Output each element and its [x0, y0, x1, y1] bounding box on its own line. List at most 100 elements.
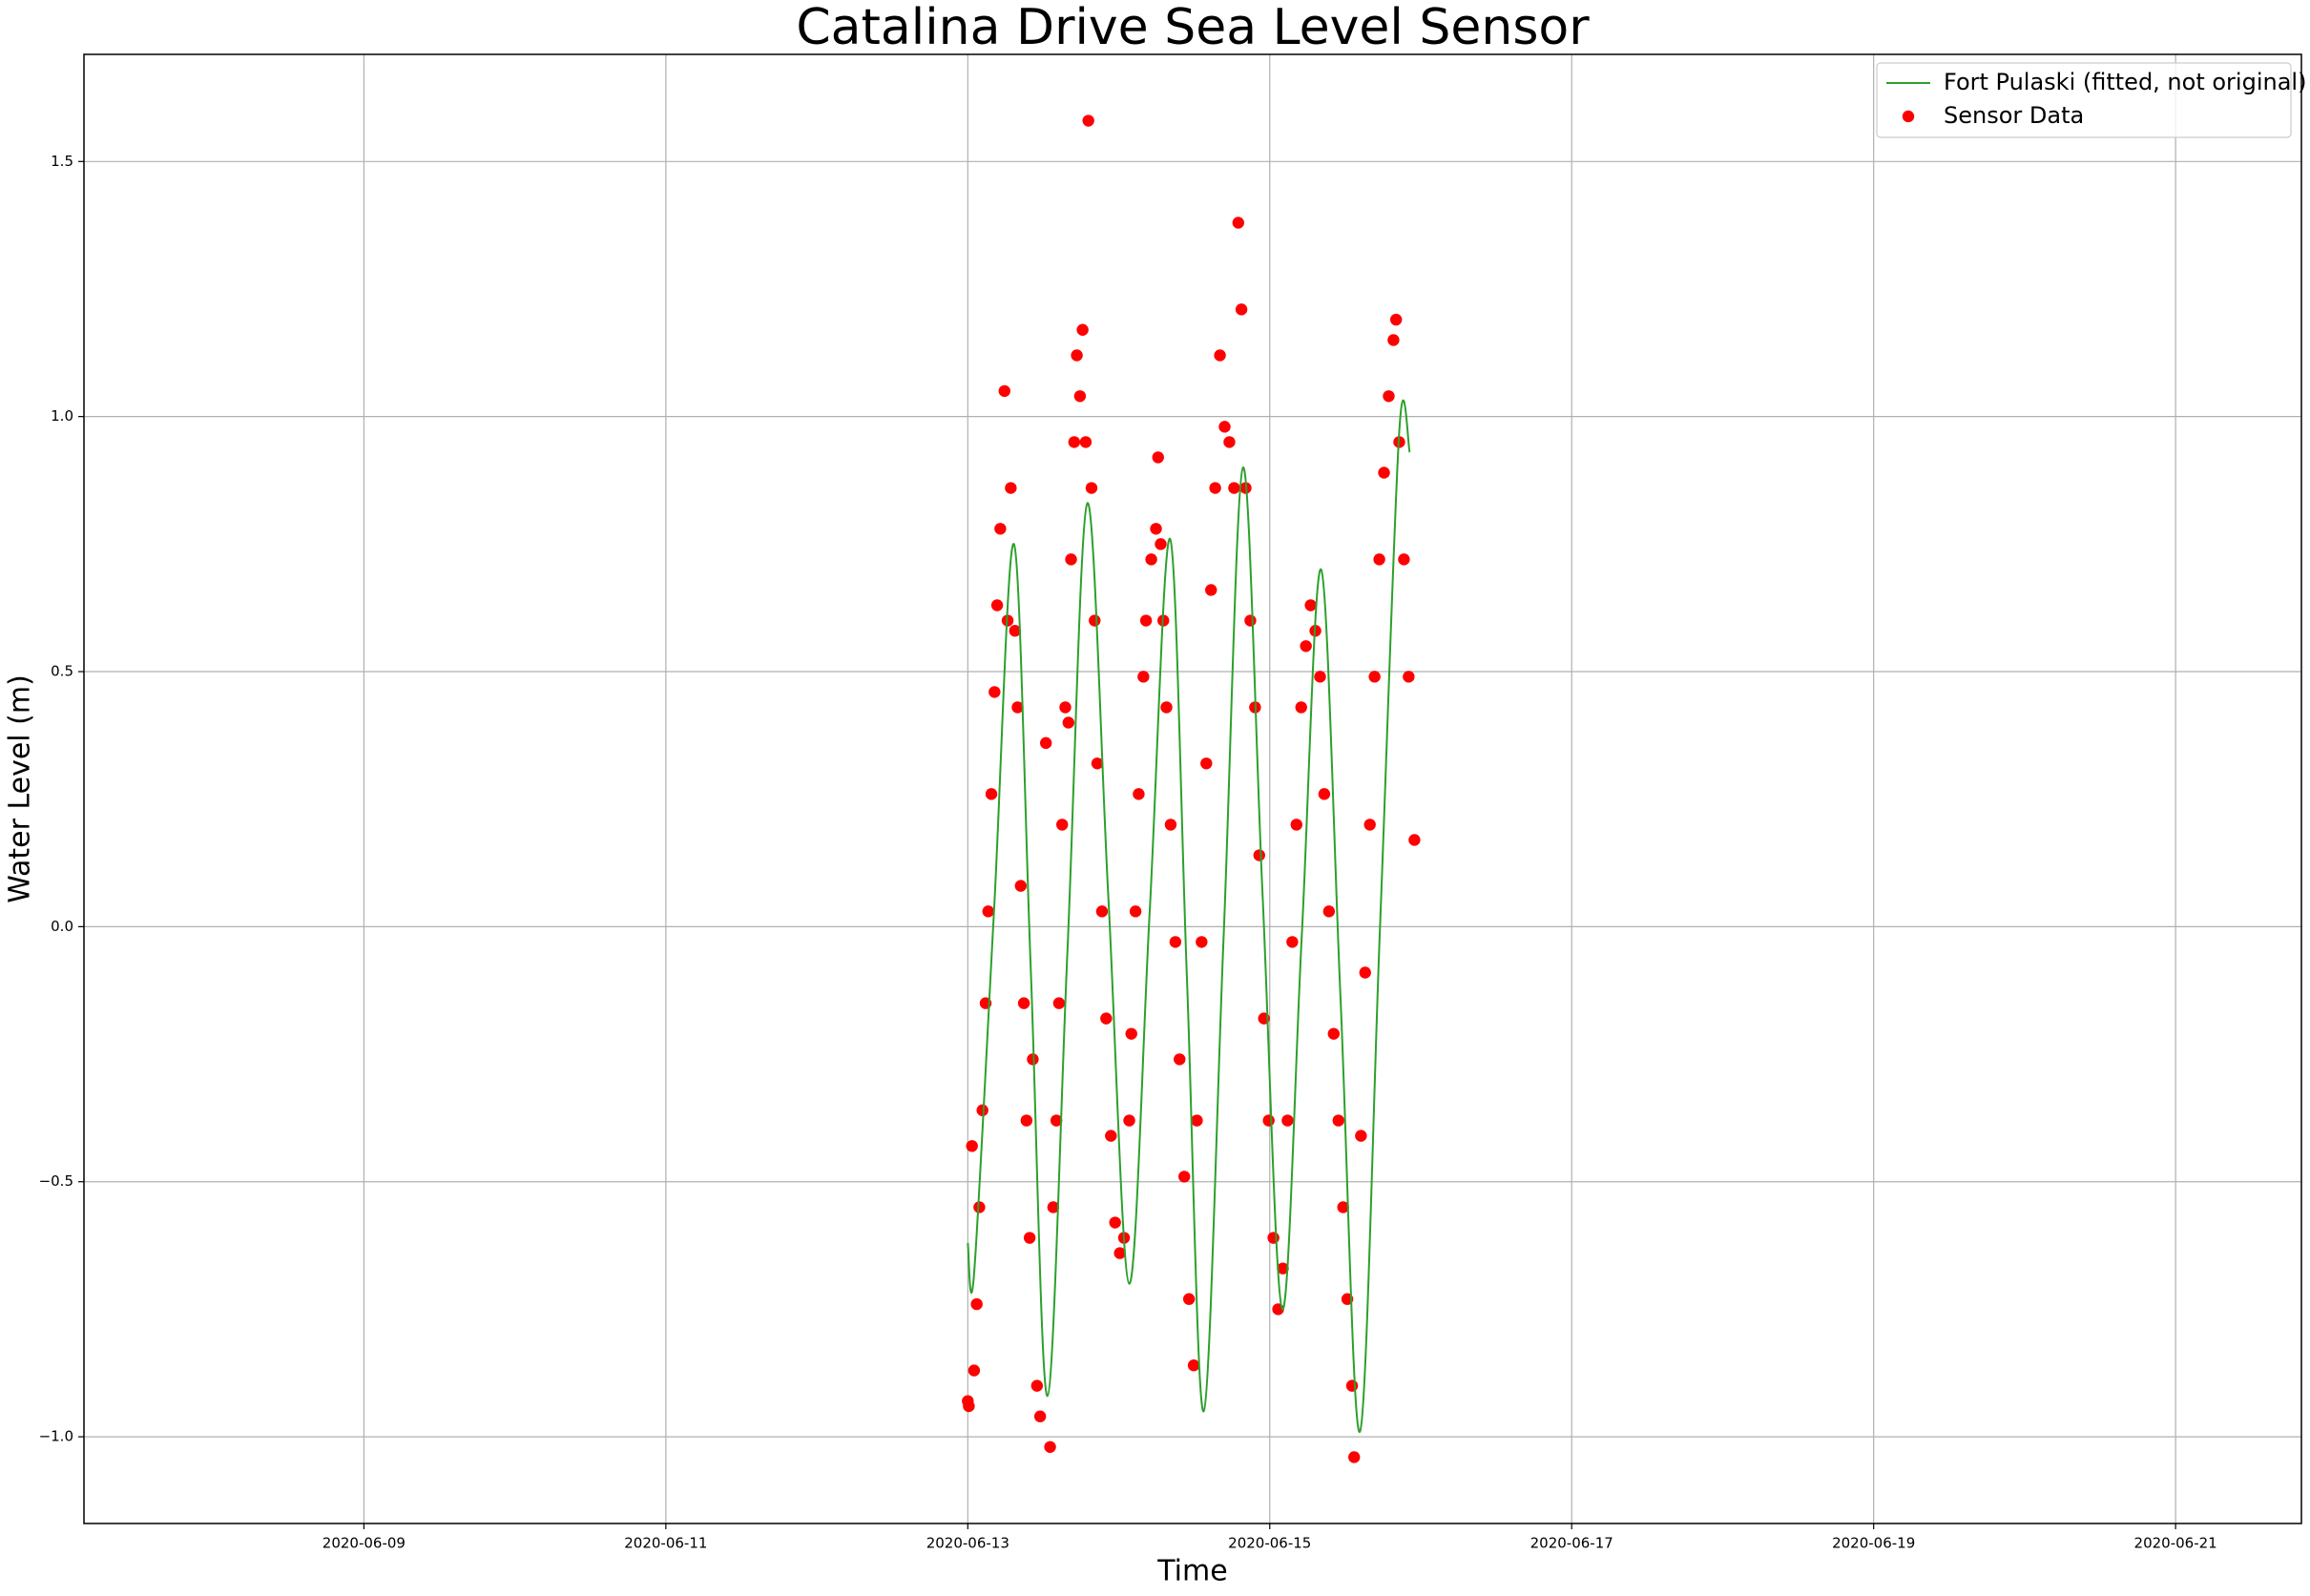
sensor-point: [1091, 757, 1104, 770]
sensor-point: [1044, 1441, 1056, 1453]
sensor-point: [1109, 1216, 1121, 1229]
sensor-point: [1137, 671, 1150, 683]
sensor-point: [963, 1399, 975, 1413]
sensor-point: [1076, 323, 1089, 336]
sensor-point: [1253, 849, 1265, 861]
sensor-point: [1005, 482, 1017, 494]
sensor-point: [1123, 1114, 1135, 1127]
sensor-point: [1152, 451, 1164, 464]
sensor-point: [1387, 334, 1400, 346]
sensor-point: [1359, 966, 1371, 979]
sensor-point: [1200, 757, 1213, 770]
sensor-point: [1030, 1379, 1044, 1392]
sensor-point: [998, 384, 1010, 398]
sensor-point: [1039, 736, 1052, 750]
sensor-point: [1052, 997, 1066, 1009]
sensor-point: [1125, 1027, 1137, 1040]
sensor-point: [1345, 1379, 1359, 1392]
sensor-point: [1196, 936, 1208, 948]
sensor-point: [1160, 701, 1173, 714]
sensor-point: [1286, 936, 1299, 948]
sensor-point: [1047, 1201, 1060, 1213]
sensor-point: [989, 686, 1001, 698]
legend-box: [1876, 62, 2292, 138]
sensor-point: [973, 1201, 986, 1213]
sensor-point: [1191, 1114, 1203, 1127]
sensor-point: [1318, 788, 1331, 800]
sensor-point: [990, 599, 1004, 611]
sensor-point: [1178, 1171, 1191, 1183]
sensor-point: [1187, 1359, 1200, 1372]
sensor-point: [1055, 819, 1069, 831]
sensor-point: [1071, 349, 1083, 362]
sensor-point: [1059, 701, 1072, 714]
x-tick-label: 2020-06-19: [1832, 1535, 1915, 1552]
sensor-point: [1065, 553, 1077, 566]
sensor-point: [1139, 614, 1153, 627]
x-tick-label: 2020-06-13: [926, 1535, 1009, 1552]
sensor-point: [1095, 905, 1109, 918]
sensor-point: [1033, 1410, 1047, 1422]
sensor-point: [1014, 880, 1027, 892]
sensor-point: [1281, 1114, 1294, 1127]
legend-label: Sensor Data: [1944, 102, 2084, 129]
sensor-point: [1228, 482, 1240, 494]
sensor-point: [1322, 905, 1336, 918]
sensor-point: [985, 788, 998, 800]
sensor-point: [1079, 436, 1093, 448]
x-axis-label: Time: [1156, 1555, 1227, 1588]
sensor-point: [1068, 436, 1081, 448]
sensor-point: [1133, 788, 1145, 800]
sensor-point: [1209, 482, 1221, 494]
sensor-point: [1027, 1053, 1039, 1066]
sensor-point: [1295, 701, 1307, 714]
x-tick-label: 2020-06-17: [1530, 1535, 1613, 1552]
sensor-point: [1182, 1293, 1196, 1305]
sensor-point: [982, 905, 994, 918]
sensor-point: [1050, 1114, 1063, 1127]
sensor-point: [1355, 1130, 1367, 1142]
sensor-point: [1332, 1114, 1344, 1127]
sensor-point: [1100, 1012, 1113, 1025]
sensor-point: [1300, 640, 1312, 653]
sensor-point: [1398, 553, 1410, 566]
sensor-point: [976, 1104, 989, 1117]
sensor-point: [1232, 217, 1244, 229]
y-tick-label: 0.0: [51, 918, 73, 935]
fitted-line: [967, 399, 1411, 1433]
legend-swatch: [1902, 110, 1915, 123]
y-tick-label: −1.0: [39, 1428, 73, 1445]
sensor-point: [1020, 1114, 1033, 1127]
sensor-point: [1073, 390, 1087, 403]
sensor-point: [1373, 553, 1385, 566]
y-axis-label: Water Level (m): [4, 674, 37, 903]
sensor-point: [1214, 349, 1226, 362]
legend-label: Fort Pulaski (fitted, not original): [1944, 69, 2306, 95]
y-tick-label: 1.5: [51, 153, 73, 170]
sensor-point: [1304, 599, 1317, 611]
sensor-point: [1403, 671, 1415, 683]
sensor-point: [994, 523, 1007, 535]
sensor-point: [1113, 1247, 1126, 1259]
sensor-point: [1290, 819, 1302, 831]
sensor-point: [1205, 584, 1217, 596]
sensor-point: [1262, 1114, 1275, 1127]
sensor-point: [1085, 482, 1098, 494]
sensor-point: [1218, 421, 1231, 433]
x-tick-label: 2020-06-11: [624, 1535, 707, 1552]
sensor-point: [1105, 1130, 1117, 1142]
sensor-point: [1223, 436, 1236, 448]
sensor-point: [1023, 1232, 1036, 1244]
sensor-point: [1089, 614, 1101, 627]
plot-frame: [83, 53, 2302, 1524]
sensor-point: [1155, 538, 1167, 550]
x-tick-label: 2020-06-21: [2134, 1535, 2217, 1552]
sensor-point: [1011, 701, 1024, 714]
sensor-point: [1150, 523, 1162, 535]
sensor-point: [1267, 1232, 1280, 1244]
sensor-point: [1062, 716, 1074, 729]
sensor-point: [1408, 834, 1421, 846]
chart-title: Catalina Drive Sea Level Sensor: [796, 0, 1590, 56]
x-tick-label: 2020-06-15: [1228, 1535, 1311, 1552]
